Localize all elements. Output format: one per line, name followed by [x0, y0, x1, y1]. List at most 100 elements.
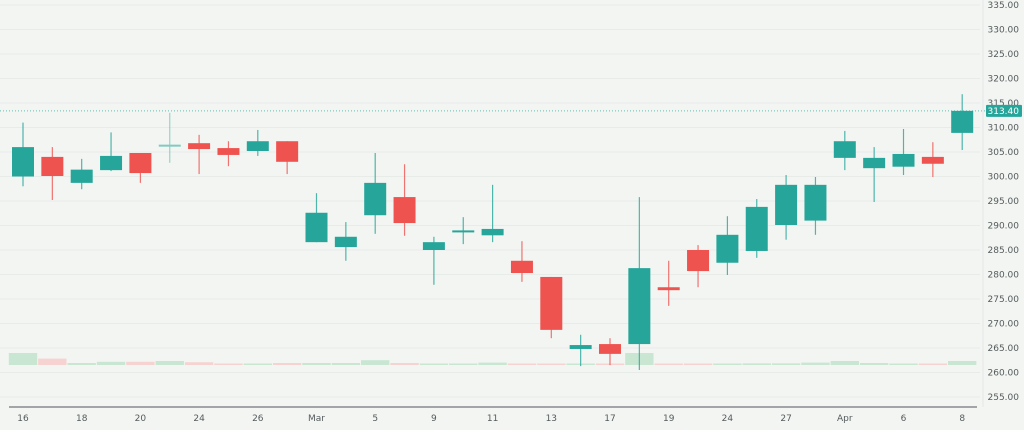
candle[interactable] [452, 217, 475, 245]
last-price-label: 313.40 [988, 107, 1020, 117]
volume-bar [654, 363, 683, 365]
candle-body [305, 212, 328, 243]
y-axis[interactable]: 335.00 330.00 325.00 320.00 315.00 310.00 305.… [982, 0, 1020, 407]
candle[interactable] [804, 176, 827, 235]
y-tick-label: 310.00 [988, 124, 1020, 134]
volume-bar [683, 363, 713, 365]
candle[interactable] [422, 236, 445, 285]
candle-body [628, 268, 651, 345]
candle[interactable] [921, 142, 944, 177]
candle[interactable] [892, 128, 915, 176]
candle[interactable] [393, 164, 416, 236]
y-tick-label: 300.00 [988, 173, 1020, 183]
y-tick-label: 290.00 [988, 222, 1020, 232]
x-tick-label: Mar [308, 414, 325, 424]
candle[interactable] [863, 147, 886, 202]
candle[interactable] [481, 184, 504, 243]
candle-body [510, 260, 533, 274]
volume-bar [38, 358, 67, 365]
y-tick-label: 255.00 [988, 393, 1020, 403]
x-tick-label: 17 [604, 414, 615, 424]
x-tick-label: 19 [663, 414, 675, 424]
candle-body [452, 230, 475, 233]
x-tick-label: 11 [487, 414, 498, 424]
volume-bar [801, 362, 830, 365]
y-tick-label: 320.00 [988, 75, 1020, 85]
candle[interactable] [951, 94, 974, 151]
volume-bar [449, 363, 478, 365]
volume-bar [771, 363, 801, 365]
candle-body [657, 287, 680, 291]
y-tick-label: 285.00 [988, 246, 1020, 256]
volume-bar [155, 361, 184, 365]
candle[interactable] [334, 222, 357, 261]
y-tick-label: 315.00 [988, 99, 1020, 109]
volume-bars [8, 353, 977, 365]
y-tick-label: 260.00 [988, 369, 1020, 379]
candle[interactable] [246, 129, 269, 156]
candle-body [188, 143, 211, 150]
candle[interactable] [364, 152, 387, 234]
y-tick-label: 330.00 [988, 26, 1020, 36]
candle[interactable] [716, 216, 739, 275]
candle[interactable] [276, 141, 299, 175]
candle-body [12, 147, 34, 177]
candle-body [921, 156, 944, 164]
volume-bar [361, 360, 390, 365]
volume-bar [214, 363, 243, 365]
candle-body [422, 242, 445, 250]
candle[interactable] [70, 158, 93, 190]
candle-body [540, 276, 563, 330]
candle[interactable] [687, 245, 710, 288]
candle[interactable] [569, 334, 592, 367]
x-tick-label: 16 [17, 414, 29, 424]
grid-lines [0, 4, 980, 398]
x-tick-label: 24 [722, 414, 734, 424]
candle[interactable] [657, 260, 680, 306]
volume-bar [390, 363, 419, 365]
candle[interactable] [510, 241, 533, 282]
x-tick-label: 6 [901, 414, 907, 424]
candle-body [775, 184, 798, 226]
candle-body [804, 184, 827, 221]
candle[interactable] [188, 134, 211, 175]
candle[interactable] [12, 122, 34, 187]
candle[interactable] [158, 112, 181, 163]
y-tick-label: 280.00 [988, 271, 1020, 281]
candle[interactable] [745, 199, 768, 258]
y-tick-label: 305.00 [988, 148, 1020, 158]
candle-body [217, 148, 240, 155]
candles [12, 94, 974, 371]
volume-bar [889, 363, 918, 365]
candle[interactable] [305, 193, 328, 243]
volume-bar [272, 363, 302, 365]
x-tick-label: 13 [546, 414, 557, 424]
x-tick-label: 26 [252, 414, 264, 424]
x-tick-label: 27 [780, 414, 791, 424]
volume-bar [859, 363, 889, 365]
volume-bar [126, 361, 155, 365]
candle-body [569, 345, 592, 349]
candle[interactable] [833, 130, 856, 171]
candle[interactable] [41, 147, 64, 201]
volume-bar [713, 363, 742, 365]
volume-bar [184, 362, 214, 365]
volume-bar [67, 363, 96, 365]
y-tick-label: 335.00 [988, 1, 1020, 11]
x-axis[interactable]: 16 18 20 24 26 Mar 5 9 11 13 17 19 24 27 Apr 6 8 [9, 406, 977, 424]
candle[interactable] [100, 132, 123, 172]
last-price-badge: 313.40 [986, 104, 1022, 117]
candle[interactable] [217, 141, 240, 167]
candle-body [276, 141, 299, 162]
candle-body [334, 236, 357, 248]
y-tick-label: 265.00 [988, 344, 1020, 354]
candle[interactable] [599, 338, 621, 366]
candle[interactable] [540, 276, 563, 339]
candle[interactable] [775, 175, 798, 240]
candle-body [951, 110, 974, 133]
y-tick-label: 270.00 [988, 320, 1020, 330]
candle[interactable] [129, 152, 152, 183]
candle[interactable] [628, 197, 651, 371]
candle-body [246, 141, 269, 152]
